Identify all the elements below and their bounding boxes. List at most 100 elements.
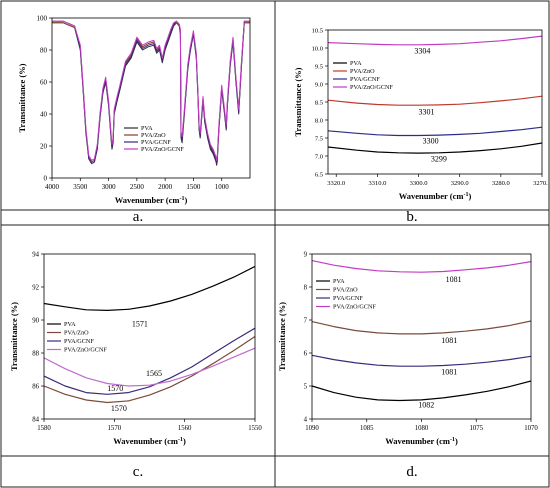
x-tick-label-1: 3500: [73, 183, 88, 191]
x-tick-label-1: 1085: [360, 425, 374, 432]
x-tick-label-0: 3320.0: [327, 180, 345, 187]
x-axis: 4000 3500 3000 2500 2000 1500 1000: [45, 178, 229, 191]
legend-label-2: PVA/GCNF: [141, 139, 171, 146]
series-group: [52, 20, 250, 166]
y-axis: 84 86 88 90 92 94: [32, 252, 44, 424]
y-tick-label-3: 8.0: [315, 118, 323, 125]
y-axis-label: Transmittance (%): [293, 67, 303, 136]
chart-c: 1580 1570 1560 1550 84 86 88 90 92 94 Wavenumber (…: [9, 252, 262, 447]
legend-label-0: PVA: [350, 60, 362, 67]
plot-frame: [51, 17, 251, 179]
legend-label-1: PVA/ZnO: [64, 330, 89, 337]
x-tick-label-3: 3290.0: [451, 180, 469, 187]
caption-c: c.: [132, 464, 144, 480]
y-axis: 6.5 7.0 7.5 8.0 8.5 9.0 9.5 10.0 10.5: [312, 28, 328, 179]
x-tick-label-5: 1500: [186, 183, 201, 191]
peak-label-1: 3301: [419, 108, 435, 117]
caption-a: a.: [132, 209, 144, 225]
series-line-3: [311, 260, 532, 273]
peak-label-1: 1565: [146, 369, 162, 378]
x-tick-label-2: 3300.0: [410, 180, 428, 187]
y-tick-label-5: 9: [304, 252, 308, 259]
x-tick-label-3: 1075: [469, 425, 483, 432]
legend-label-3: PVA/ZnO/GCNF: [141, 146, 184, 153]
series-line-1: [311, 320, 532, 335]
legend-label-0: PVA: [64, 321, 76, 328]
peak-label-0: 3304: [414, 46, 430, 55]
x-tick-label-2: 3000: [102, 183, 117, 191]
peak-label-3: 1082: [418, 400, 434, 409]
x-tick-label-1: 3310.0: [368, 180, 386, 187]
legend-label-2: PVA/GCNF: [64, 338, 94, 345]
x-tick-label-3: 1550: [248, 425, 262, 432]
legend-label-2: PVA/GCNF: [333, 295, 363, 302]
peak-label-0: 1571: [132, 320, 148, 329]
legend-label-1: PVA/ZnO: [333, 287, 358, 294]
y-tick-label-2: 6: [304, 351, 308, 358]
series-line-0: [43, 265, 256, 312]
x-tick-label-4: 3280.0: [492, 180, 510, 187]
y-tick-label-2: 7.5: [315, 136, 323, 143]
legend-label-1: PVA/ZnO: [141, 132, 166, 139]
y-tick-label-1: 7.0: [315, 154, 323, 161]
panel-c: 1580 1570 1560 1550 84 86 88 90 92 94 Wavenumber (…: [2, 226, 274, 454]
legend-label-1: PVA/ZnO: [350, 68, 375, 75]
series-line-1: [327, 95, 543, 106]
peak-label-2: 1081: [441, 367, 457, 376]
series-line-3: [327, 35, 543, 46]
x-tick-label-1: 1570: [108, 425, 122, 432]
x-tick-label-0: 4000: [45, 183, 60, 191]
legend-label-2: PVA/GCNF: [350, 76, 380, 83]
peak-label-0: 1081: [446, 275, 462, 284]
series-line-0: [327, 142, 543, 154]
panel-a: 4000 3500 3000 2500 2000 1500 1000 0 20 40 60 80 100…: [2, 2, 274, 208]
y-tick-label-4: 80: [40, 47, 48, 55]
x-axis-label: Wavenumber (cm-1): [399, 191, 472, 201]
y-tick-label-4: 92: [32, 285, 39, 292]
series-line-0: [311, 380, 532, 402]
y-tick-label-2: 40: [40, 111, 48, 119]
peak-label-3: 3299: [431, 154, 447, 163]
plot-frame: [43, 253, 256, 420]
y-tick-label-0: 84: [32, 417, 39, 424]
x-tick-label-0: 1580: [37, 425, 51, 432]
y-tick-label-5: 94: [32, 252, 39, 259]
y-tick-label-2: 88: [32, 351, 39, 358]
panel-b: 3320.0 3310.0 3300.0 3290.0 3280.0 3270.0 6.5 7…: [276, 2, 550, 208]
x-tick-label-6: 1000: [215, 183, 230, 191]
y-tick-label-5: 100: [37, 15, 48, 23]
panel-d: 1090 1085 1080 1075 1070 4 5 6 7 8 9 Wavenumber (cm…: [276, 226, 548, 454]
series-line-2: [311, 354, 532, 367]
peak-label-3: 1570: [111, 404, 127, 413]
y-axis-label: Transmittance (%): [277, 302, 287, 371]
plot-frame: [311, 253, 532, 420]
legend-label-0: PVA: [141, 125, 153, 132]
x-tick-label-2: 1080: [415, 425, 429, 432]
legend-label-0: PVA: [333, 278, 345, 285]
chart-d: 1090 1085 1080 1075 1070 4 5 6 7 8 9 Wavenumber (cm…: [277, 252, 538, 447]
x-axis-label: Wavenumber (cm-1): [115, 195, 188, 205]
legend-label-3: PVA/ZnO/GCNF: [350, 84, 393, 91]
x-axis: 1580 1570 1560 1550: [37, 419, 262, 432]
y-tick-label-6: 9.5: [315, 64, 323, 71]
y-tick-label-3: 60: [40, 79, 48, 87]
y-tick-label-3: 7: [304, 318, 308, 325]
y-tick-label-0: 0: [44, 175, 48, 183]
y-tick-label-0: 6.5: [315, 172, 323, 179]
y-tick-label-1: 20: [40, 143, 48, 151]
caption-d: d.: [406, 464, 418, 480]
peak-label-2: 1570: [107, 384, 123, 393]
x-axis: 3320.0 3310.0 3300.0 3290.0 3280.0 3270.0: [327, 174, 550, 187]
y-tick-label-0: 4: [304, 417, 308, 424]
x-axis: 1090 1085 1080 1075 1070: [305, 419, 538, 432]
y-axis-label: Transmittance (%): [9, 302, 19, 371]
y-tick-label-3: 90: [32, 318, 39, 325]
legend-label-3: PVA/ZnO/GCNF: [64, 347, 107, 354]
peak-label-2: 3300: [423, 136, 439, 145]
chart-b: 3320.0 3310.0 3300.0 3290.0 3280.0 3270.0 6.5 7…: [293, 28, 550, 202]
y-tick-label-8: 10.5: [312, 28, 323, 35]
